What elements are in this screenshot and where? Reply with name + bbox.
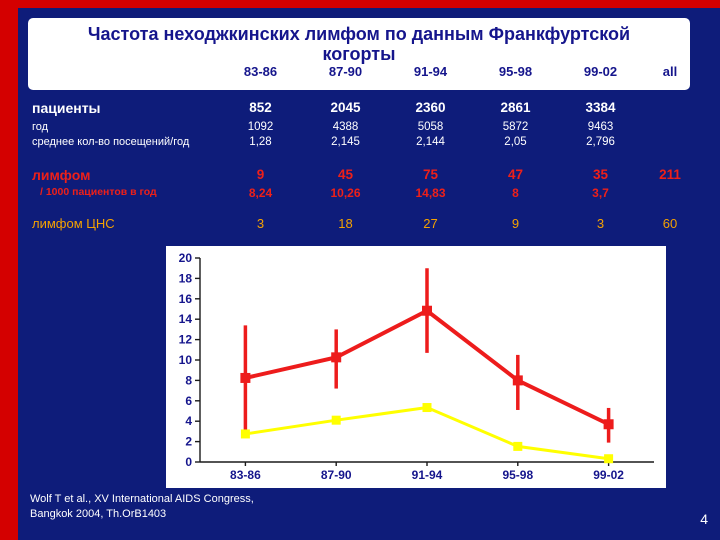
- line-chart: 0 2 4 6 8 10 12 14 16 18 20 83-86 87-90 91-94 95-98 99-…: [179, 251, 654, 482]
- y-tick-label: 10: [179, 353, 193, 367]
- series-marker: [331, 352, 342, 363]
- citation: Wolf T et al., XV International AIDS Con…: [30, 492, 254, 522]
- x-tick-label: 91-94: [412, 468, 443, 482]
- red-frame-left: [0, 0, 18, 540]
- table-cell: 35: [592, 167, 609, 182]
- table-row-patients: пациенты 852 2045 2360 2861 3384: [28, 100, 697, 116]
- row-label: лимфом ЦНС: [32, 216, 115, 231]
- row-label: пациенты: [32, 100, 101, 116]
- table-cell: 5872: [502, 121, 529, 133]
- table-cell: 1,28: [249, 136, 272, 148]
- y-tick-label: 20: [179, 251, 193, 265]
- table-cell: 3,7: [592, 186, 609, 200]
- series-marker: [513, 441, 523, 451]
- series-marker: [512, 375, 523, 386]
- column-header: 95-98: [498, 64, 533, 79]
- table-cell: 1092: [247, 121, 274, 133]
- series-marker: [422, 403, 432, 413]
- table-cell: 5058: [417, 121, 444, 133]
- table-row-cns-lymphomas: лимфом ЦНС 3 18 27 9 3 60: [28, 216, 697, 231]
- row-label: среднее кол-во посещений/год: [32, 136, 190, 148]
- table-cell: 2861: [500, 100, 531, 115]
- table-cell: 211: [659, 167, 681, 182]
- table-cell: 9: [256, 167, 265, 182]
- table-cell: [643, 100, 697, 116]
- table-cell: 3384: [585, 100, 616, 115]
- series-marker: [603, 419, 614, 430]
- header-spacer: [28, 64, 218, 79]
- x-tick-label: 99-02: [593, 468, 624, 482]
- citation-line2: Bangkok 2004, Th.OrB1403: [30, 508, 167, 520]
- table-cell: 2,796: [586, 136, 615, 148]
- table-cell: 4388: [332, 121, 359, 133]
- table-cell: 75: [422, 167, 439, 182]
- table-row-years: год 1092 4388 5058 5872 9463: [28, 121, 697, 133]
- title-box: Частота неходжкинских лимфом по данным Ф…: [28, 18, 690, 90]
- table-cell: 2,144: [416, 136, 445, 148]
- y-tick-label: 4: [185, 414, 192, 428]
- y-tick-label: 14: [179, 312, 193, 326]
- page-number: 4: [700, 511, 708, 527]
- series-marker: [604, 454, 614, 464]
- y-tick-label: 8: [185, 373, 192, 387]
- column-header: 87-90: [328, 64, 363, 79]
- y-tick-label: 16: [179, 292, 193, 306]
- row-label: лимфом: [32, 167, 91, 183]
- series-marker: [240, 372, 251, 383]
- slide-title-line2: когорты: [322, 44, 396, 64]
- table-cell: [643, 186, 697, 200]
- slide-title-line1: Частота неходжкинских лимфом по данным Ф…: [87, 24, 631, 44]
- series-line-1: [245, 405, 609, 461]
- series-marker: [331, 415, 341, 425]
- table-cell: 9463: [587, 121, 614, 133]
- table-cell: [643, 136, 697, 148]
- table-cell: 10,26: [330, 186, 361, 200]
- table-cell: 2360: [415, 100, 446, 115]
- table-cell: 45: [337, 167, 354, 182]
- x-tick-label: 87-90: [321, 468, 352, 482]
- table-cell: 18: [338, 216, 353, 231]
- table-cell: 14,83: [415, 186, 446, 200]
- row-label: / 1000 пациентов в год: [40, 186, 157, 198]
- table-cell: 3: [596, 216, 605, 231]
- column-header: 91-94: [413, 64, 448, 79]
- table-cell: 8,24: [248, 186, 273, 200]
- red-frame-top: [0, 0, 720, 8]
- table-row-avg-visits: среднее кол-во посещений/год 1,28 2,145 …: [28, 136, 697, 148]
- table-cell: 27: [423, 216, 438, 231]
- series-marker: [422, 305, 432, 316]
- table-cell: 8: [512, 186, 519, 200]
- table-cell: 852: [249, 100, 272, 115]
- row-label: год: [32, 121, 49, 133]
- column-header: 99-02: [583, 64, 618, 79]
- table-row-per-1000: / 1000 пациентов в год 8,24 10,26 14,83 …: [28, 186, 697, 200]
- table-cell: 9: [511, 216, 520, 231]
- chart-box: 0 2 4 6 8 10 12 14 16 18 20 83-86 87-90 91-94 95-98 99-…: [166, 246, 666, 488]
- table-row-lymphomas: лимфом 9 45 75 47 35 211: [28, 167, 697, 183]
- table-cell: 2,145: [331, 136, 360, 148]
- table-cell: [643, 121, 697, 133]
- table-header-row: 83-86 87-90 91-94 95-98 99-02 all: [28, 64, 697, 79]
- table-cell: 2045: [330, 100, 361, 115]
- series-marker: [240, 429, 250, 439]
- y-tick-label: 2: [185, 435, 192, 449]
- table-cell: 2,05: [504, 136, 527, 148]
- x-tick-label: 95-98: [502, 468, 533, 482]
- y-tick-label: 6: [185, 394, 192, 408]
- y-tick-label: 0: [185, 455, 192, 469]
- y-tick-label: 18: [179, 271, 193, 285]
- x-tick-label: 83-86: [230, 468, 261, 482]
- table-cell: 60: [662, 216, 678, 231]
- y-tick-label: 12: [179, 333, 193, 347]
- citation-line1: Wolf T et al., XV International AIDS Con…: [30, 493, 254, 505]
- table-cell: 47: [507, 167, 524, 182]
- column-header: all: [662, 64, 678, 79]
- table-cell: 3: [256, 216, 265, 231]
- column-header: 83-86: [243, 64, 278, 79]
